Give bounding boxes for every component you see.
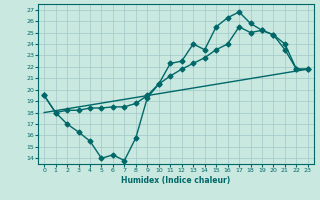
X-axis label: Humidex (Indice chaleur): Humidex (Indice chaleur) <box>121 176 231 185</box>
